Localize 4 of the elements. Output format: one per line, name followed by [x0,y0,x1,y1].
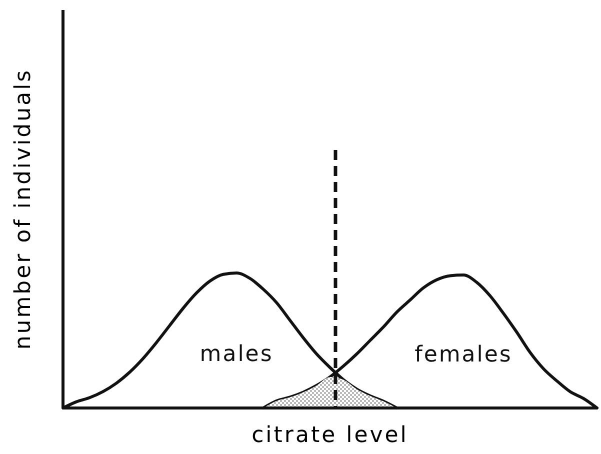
series-label: females [414,342,512,368]
x-axis-title: citrate level [252,423,408,448]
series-label: males [200,342,274,367]
y-axis-title: number of individuals [11,68,36,350]
